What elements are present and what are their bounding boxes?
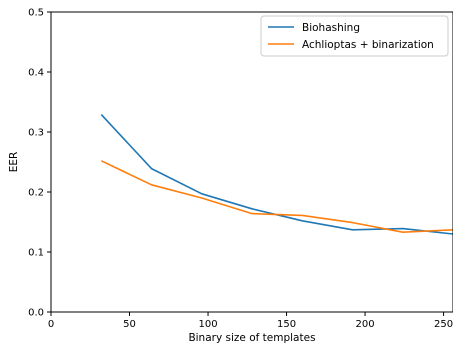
legend-box <box>260 15 449 57</box>
series-line-achlioptas <box>100 160 453 233</box>
legend-label-biohashing: Biohashing <box>302 22 360 34</box>
y-tick-label: 0.3 <box>28 128 44 139</box>
plot-area-frame <box>50 11 453 313</box>
x-tick-label: 200 <box>356 319 375 330</box>
series-line-biohashing <box>100 114 453 235</box>
y-tick-label: 0.1 <box>28 248 44 259</box>
legend-label-achlioptas: Achlioptas + binarization <box>302 39 434 51</box>
y-tick-label: 0.0 <box>28 308 44 319</box>
x-tick-label: 0 <box>48 319 54 330</box>
y-axis-ticks: 0.0 0.1 0.2 0.3 0.4 0.5 <box>28 8 51 319</box>
legend: Biohashing Achlioptas + binarization <box>260 15 449 57</box>
x-tick-label: 250 <box>434 319 453 330</box>
x-tick-label: 50 <box>123 319 136 330</box>
x-tick-label: 100 <box>198 319 217 330</box>
y-tick-label: 0.5 <box>28 8 44 19</box>
x-tick-label: 150 <box>277 319 296 330</box>
series-lines <box>100 114 453 235</box>
y-tick-label: 0.4 <box>28 68 44 79</box>
y-tick-label: 0.2 <box>28 188 44 199</box>
x-axis-ticks: 0 50 100 150 200 250 <box>48 312 453 330</box>
x-axis-label: Binary size of templates <box>188 332 315 344</box>
y-axis-label: EER <box>8 152 20 173</box>
